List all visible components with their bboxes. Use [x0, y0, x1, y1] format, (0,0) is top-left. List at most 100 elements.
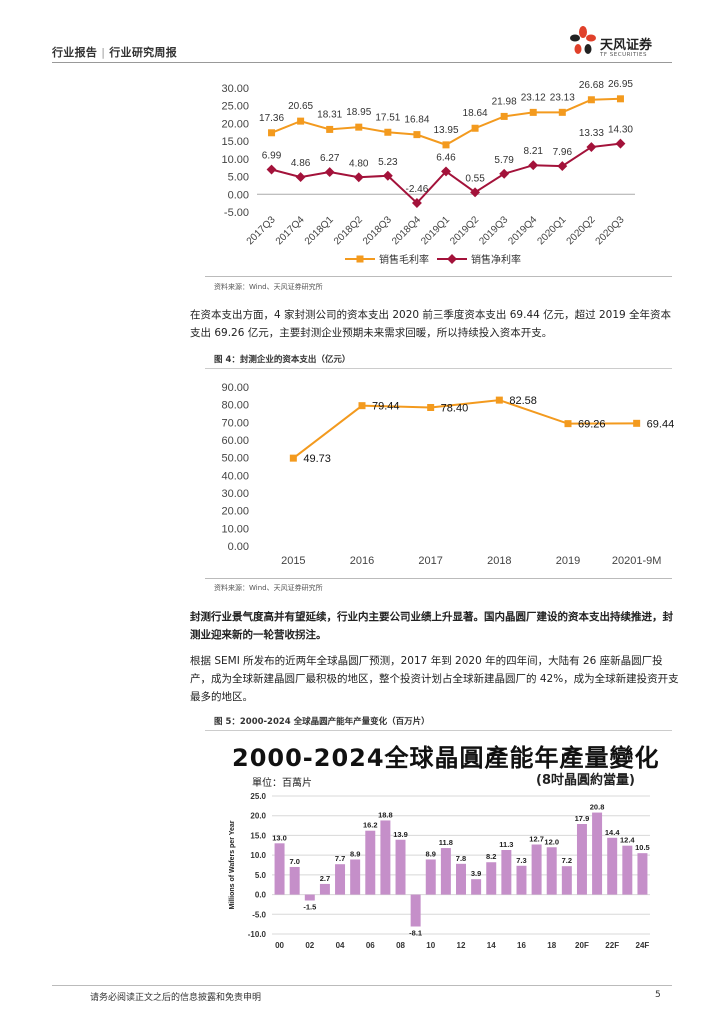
semi-forecast-paragraph: 根据 SEMI 所发布的近两年全球晶圆厂预测，2017 年到 2020 年的四年… — [190, 655, 679, 703]
x-tick-label: 2018Q3 — [361, 214, 394, 247]
bar-value-label: 13.9 — [393, 830, 408, 839]
bar — [471, 879, 482, 895]
x-tick-label: 2019 — [556, 555, 580, 567]
y-tick-label: -5.0 — [252, 910, 266, 919]
x-tick-label: 06 — [366, 941, 375, 950]
data-label: 69.26 — [578, 419, 606, 431]
series-line — [292, 399, 637, 459]
x-tick-label: 2019Q2 — [448, 214, 481, 247]
wafer-capacity-chart: -10.0 -5.0 0.0 5.0 10.0 15.0 20.0 25.0 Millions … — [229, 792, 650, 950]
x-tick-label: 2019Q3 — [477, 214, 510, 247]
x-tick-label: 2018Q1 — [303, 214, 336, 247]
company-logo-icon — [570, 26, 596, 54]
y-tick-label: 90.00 — [221, 382, 249, 394]
legend-label: 销售净利率 — [471, 253, 521, 266]
legend-marker — [447, 254, 457, 264]
data-point — [633, 419, 641, 427]
bar — [365, 830, 376, 895]
y-tick-label: 0.0 — [255, 891, 267, 900]
y-axis-label: Millions of Wafers per Year — [229, 820, 236, 909]
data-label: 5.23 — [378, 157, 398, 168]
header-category: 行业报告 — [52, 46, 98, 59]
data-label: 5.79 — [494, 155, 514, 166]
bar-value-label: 8.2 — [486, 852, 496, 861]
bar-value-label: 14.4 — [605, 828, 620, 837]
bar — [576, 823, 587, 895]
company-name: 天风证券 — [600, 38, 653, 53]
x-tick-label: 2019Q4 — [506, 214, 539, 247]
bar-value-label: 11.8 — [439, 838, 453, 847]
header-rule — [52, 62, 672, 63]
y-tick-label: 50.00 — [221, 453, 249, 465]
x-tick-label: 20201-9M — [612, 555, 662, 567]
bar-value-label: 12.7 — [529, 834, 544, 843]
bar-value-label: 16.2 — [363, 821, 378, 830]
bar — [380, 820, 391, 895]
bar — [456, 863, 466, 895]
bar — [440, 848, 451, 895]
y-tick-label: 0.00 — [228, 189, 249, 201]
y-tick-label: 70.00 — [221, 417, 249, 429]
data-point — [326, 125, 334, 133]
data-label: 18.31 — [317, 109, 342, 120]
x-tick-label: 2019Q1 — [419, 214, 452, 247]
x-tick-label: 08 — [396, 941, 405, 950]
source-rule-1 — [205, 276, 672, 277]
figure5-rule — [205, 730, 672, 731]
bar — [335, 864, 346, 895]
capex-paragraph: 在资本支出方面，4 家封测公司的资本支出 2020 前三季度资本支出 69.44… — [190, 309, 672, 339]
y-tick-label: -5.00 — [224, 207, 249, 219]
bar-value-label: 17.9 — [575, 814, 590, 823]
bar — [592, 812, 603, 895]
bar-value-label: 8.9 — [426, 849, 436, 858]
x-tick-label: 00 — [275, 941, 284, 950]
data-point — [529, 108, 537, 116]
footer-disclaimer: 请务必阅读正文之后的信息披露和免责申明 — [90, 993, 262, 1003]
x-tick-label: 24F — [636, 941, 650, 950]
x-tick-label: 20F — [575, 941, 589, 950]
poster-unit: 單位：百萬片 — [252, 778, 312, 789]
y-tick-label: 20.00 — [221, 506, 249, 518]
bar-value-label: 7.3 — [516, 856, 526, 865]
y-tick-label: 20.0 — [250, 812, 266, 821]
data-point — [413, 131, 421, 139]
bar-value-label: 7.8 — [456, 854, 466, 863]
data-point — [558, 108, 566, 116]
x-tick-label: 2018Q4 — [390, 214, 423, 247]
y-tick-label: 5.00 — [228, 172, 249, 184]
data-point — [384, 128, 392, 136]
bar-value-label: -1.5 — [303, 902, 316, 911]
bar-value-label: 3.9 — [471, 869, 481, 878]
figure4-rule — [205, 368, 672, 369]
data-label: 18.64 — [463, 108, 488, 119]
data-point — [355, 123, 363, 131]
x-tick-label: 2018Q2 — [332, 214, 365, 247]
y-tick-label: 0.00 — [228, 541, 249, 553]
y-tick-label: 15.00 — [221, 136, 249, 148]
capex-chart: 0.00 10.00 20.00 30.00 40.00 50.00 60.00 70.00 8… — [221, 382, 674, 567]
x-tick-label: 14 — [487, 941, 496, 950]
header-subcategory: 行业研究周报 — [109, 46, 178, 59]
bar — [607, 837, 618, 895]
bar-value-label: 7.7 — [335, 854, 345, 863]
data-point — [587, 96, 595, 104]
x-tick-label: 18 — [547, 941, 556, 950]
chart2-source: 资料来源：Wind、天风证券研究所 — [214, 584, 323, 592]
bar — [304, 894, 315, 901]
data-point — [297, 117, 305, 125]
data-point — [616, 95, 624, 103]
x-tick-label: 12 — [457, 941, 466, 950]
data-label: 6.99 — [262, 151, 282, 162]
data-label: 6.46 — [436, 152, 456, 163]
data-point — [615, 138, 626, 149]
data-point — [268, 129, 276, 137]
data-label: 13.95 — [433, 125, 458, 136]
bar-value-label: 11.3 — [499, 840, 513, 849]
bar-value-label: 2.7 — [320, 874, 330, 883]
bar — [319, 883, 330, 895]
bar-value-label: 7.0 — [289, 857, 299, 866]
data-label: 23.12 — [521, 92, 546, 103]
data-label: 21.98 — [492, 96, 517, 107]
y-tick-label: 20.00 — [221, 118, 249, 130]
data-point — [289, 454, 297, 462]
